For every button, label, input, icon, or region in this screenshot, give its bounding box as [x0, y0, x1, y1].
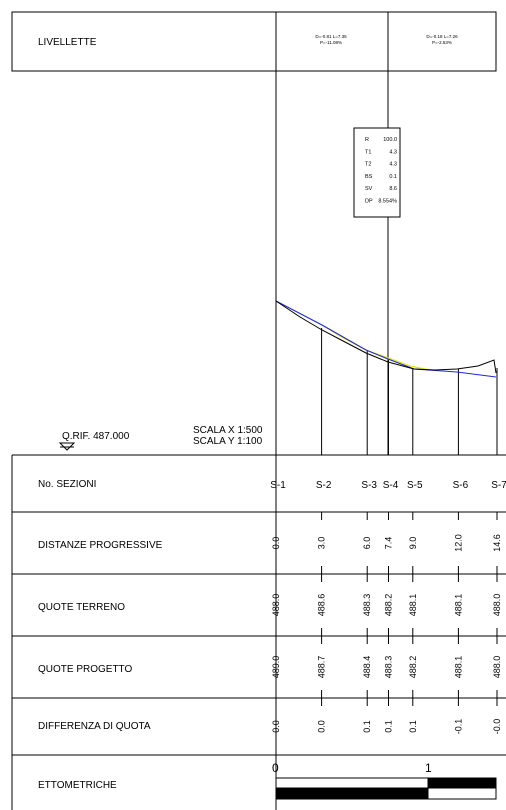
- curve-param-label: T2: [365, 162, 371, 168]
- table-cell-value: 488.6: [317, 594, 327, 617]
- table-cell-value: 488.1: [408, 594, 418, 617]
- data-table: [11, 454, 506, 810]
- section-label: S-2: [316, 480, 332, 491]
- table-cell-value: 488.2: [383, 594, 393, 617]
- section-label: S-4: [383, 480, 399, 491]
- qrif-label: Q.RIF. 487.000: [62, 431, 130, 442]
- table-cell-value: 0.0: [271, 720, 281, 733]
- section-label: S-5: [407, 480, 423, 491]
- table-cell-value: 9.0: [408, 537, 418, 550]
- table-cell-value: 14.6: [492, 534, 502, 552]
- curve-param-value: 8.554%: [378, 199, 397, 205]
- table-cell-value: 488.0: [492, 656, 502, 679]
- curve-param-value: 4.3: [389, 162, 397, 168]
- table-cell-value: 488.3: [362, 594, 372, 617]
- table-cell-value: 7.4: [383, 537, 393, 550]
- livellette-seg1-line2: P=-11.08%: [320, 40, 342, 45]
- ettometriche-bar: 0 1: [272, 761, 497, 800]
- table-cell-value: 488.0: [271, 594, 281, 617]
- etto-tick-0: 0: [272, 761, 279, 775]
- section-label: S-1: [270, 480, 286, 491]
- row-label-distanze: DISTANZE PROGRESSIVE: [38, 540, 163, 551]
- table-cell-value: 0.0: [317, 720, 327, 733]
- project-grade-line: [275, 300, 497, 378]
- row-label-progetto: QUOTE PROGETTO: [38, 664, 132, 675]
- table-cell-value: 0.1: [408, 720, 418, 733]
- row-label-differenza: DIFFERENZA DI QUOTA: [38, 721, 151, 732]
- section-label: S-7: [491, 480, 506, 491]
- section-label: S-3: [361, 480, 377, 491]
- table-cell-value: 0.1: [383, 720, 393, 733]
- section-label: S-6: [453, 480, 469, 491]
- scale-y-label: SCALA Y 1:100: [193, 436, 263, 447]
- curve-param-label: SV: [365, 186, 373, 192]
- table-cell-value: 0.1: [362, 720, 372, 733]
- livellette-box: [11, 11, 497, 72]
- vertical-curve-line: [321, 324, 431, 371]
- table-cell-value: 488.4: [362, 656, 372, 679]
- section-verticals: [321, 328, 498, 455]
- terrain-line: [275, 300, 497, 374]
- curve-param-value: 100.0: [383, 137, 397, 143]
- table-cell-value: 488.1: [453, 594, 463, 617]
- table-cell-value: 489.0: [271, 656, 281, 679]
- curve-param-label: DP: [365, 199, 373, 205]
- curve-param-value: 0.1: [389, 174, 397, 180]
- table-cell-value: 488.0: [492, 594, 502, 617]
- table-cell-value: 3.0: [317, 537, 327, 550]
- table-cell-value: -0.0: [492, 719, 502, 735]
- curve-param-label: T1: [365, 149, 371, 155]
- table-cell-value: 488.3: [383, 656, 393, 679]
- table-cell-value: 6.0: [362, 537, 372, 550]
- table-cell-value: 12.0: [453, 534, 463, 552]
- row-label-terreno: QUOTE TERRENO: [38, 602, 125, 613]
- livellette-seg2-line1: D=-0.18 L=7.26: [426, 34, 458, 39]
- livellette-seg1-line1: D=-0.81 L=7.35: [315, 34, 347, 39]
- curve-param-value: 4.3: [389, 149, 397, 155]
- table-cell-value: 0.0: [271, 537, 281, 550]
- row-label-ettometriche: ETTOMETRICHE: [38, 780, 117, 791]
- curve-param-label: BS: [365, 174, 373, 180]
- curve-param-value: 8.6: [389, 186, 397, 192]
- livellette-seg2-line2: P=-2.53%: [432, 40, 452, 45]
- sections-title: No. SEZIONI: [38, 479, 96, 490]
- livellette-title: LIVELLETTE: [38, 37, 97, 48]
- table-cell-value: -0.1: [453, 719, 463, 735]
- curve-info-box: R 100.0 T1 4.3 T2 4.3 BS 0.1 SV 8.6 DP 8.554%: [353, 127, 401, 218]
- etto-tick-1: 1: [425, 761, 432, 775]
- table-cell-value: 488.7: [317, 656, 327, 679]
- table-cell-value: 488.2: [408, 656, 418, 679]
- table-cell-value: 488.1: [453, 656, 463, 679]
- curve-param-label: R: [365, 137, 369, 143]
- scale-x-label: SCALA X 1:500: [193, 425, 263, 436]
